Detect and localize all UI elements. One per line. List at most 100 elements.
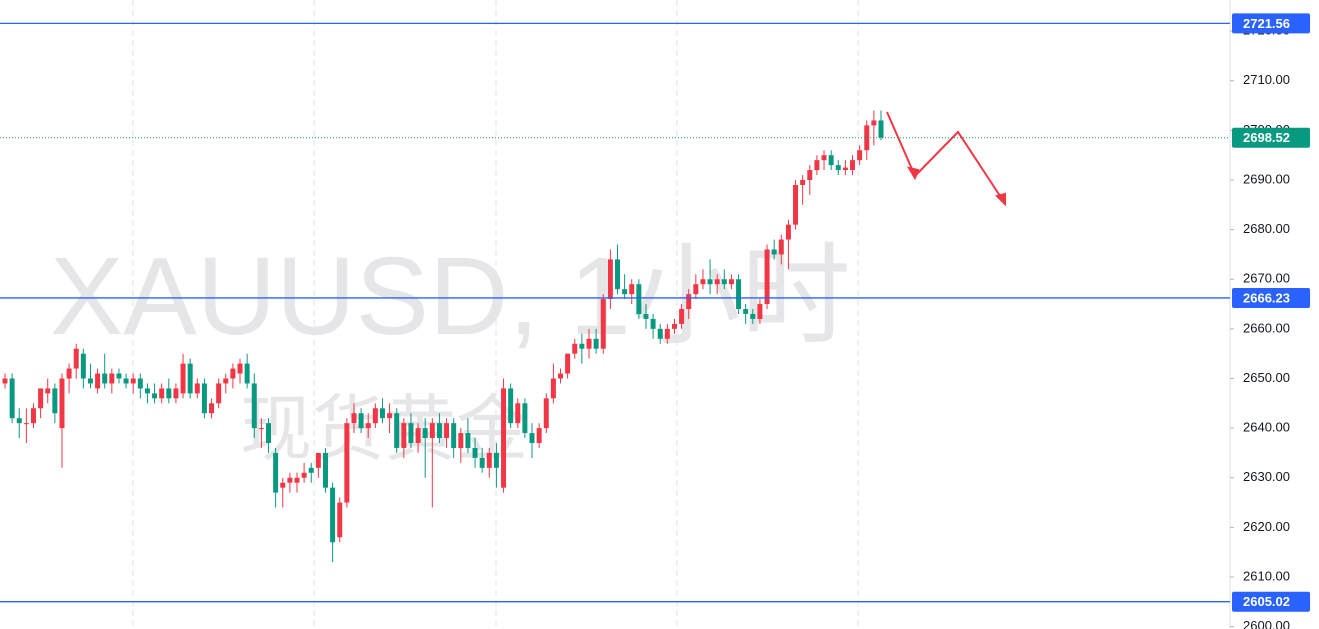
candle-body	[394, 413, 400, 448]
arrow-head	[995, 192, 1006, 207]
candle-body	[144, 388, 150, 394]
candle-body	[294, 477, 300, 483]
candle-body	[472, 447, 478, 458]
candle-body	[707, 279, 713, 285]
candle-body	[508, 388, 514, 424]
candle-body	[187, 363, 193, 394]
candle-body	[87, 378, 93, 384]
candle-body	[173, 388, 179, 399]
candle-body	[871, 120, 877, 126]
candle-body	[657, 328, 663, 339]
candle-body	[337, 502, 343, 538]
candle-body	[565, 353, 571, 374]
candle-body	[223, 378, 229, 384]
candle-body	[614, 259, 620, 290]
candle-body	[230, 368, 236, 379]
candle-body	[686, 294, 692, 310]
candle-body	[9, 378, 15, 419]
candle-body	[550, 378, 556, 399]
level-label: 2721.56	[1243, 16, 1290, 31]
y-tick-label: 2660.00	[1243, 320, 1290, 335]
candle-body	[330, 487, 336, 543]
candle-body	[444, 423, 450, 439]
candle-body	[266, 423, 272, 444]
candle-body	[30, 408, 36, 424]
candle-body	[807, 170, 813, 180]
candle-body	[878, 120, 884, 138]
y-tick-label: 2630.00	[1243, 469, 1290, 484]
candle-body	[864, 125, 870, 151]
y-tick-label: 2680.00	[1243, 221, 1290, 236]
candle-body	[664, 328, 670, 339]
candle-body	[857, 150, 863, 161]
candle-body	[842, 167, 848, 171]
candle-body	[315, 452, 321, 468]
candle-body	[422, 428, 428, 439]
candle-body	[415, 428, 421, 444]
candle-body	[23, 423, 29, 425]
candle-body	[344, 423, 350, 503]
candle-body	[778, 239, 784, 255]
candle-body	[451, 423, 457, 448]
candle-body	[102, 373, 108, 384]
candle-body	[835, 165, 841, 171]
level-tag	[1232, 13, 1310, 34]
candle-body	[273, 452, 279, 493]
candle-body	[458, 433, 464, 448]
candle-body	[216, 383, 222, 404]
candle-body	[287, 477, 293, 483]
candle-body	[166, 388, 172, 399]
candle-body	[814, 160, 820, 171]
candle-body	[180, 363, 186, 394]
candle-body	[629, 284, 635, 295]
candle-body	[322, 452, 328, 488]
time-grid	[132, 0, 859, 629]
candle-body	[643, 313, 649, 319]
candle-body	[736, 279, 742, 310]
y-tick-label: 2710.00	[1243, 72, 1290, 87]
candle-body	[728, 279, 734, 285]
y-tick-label: 2650.00	[1243, 370, 1290, 385]
candle-body	[109, 373, 115, 384]
candle-body	[579, 343, 585, 349]
candle-body	[650, 318, 656, 329]
candle-body	[45, 388, 51, 394]
candle-body	[244, 363, 250, 384]
y-tick-label: 2640.00	[1243, 420, 1290, 435]
candle-body	[679, 309, 685, 324]
candle-body	[308, 467, 314, 473]
candle-body	[137, 378, 143, 389]
arrow-head	[906, 166, 920, 181]
candle-body	[821, 155, 827, 161]
candle-body	[636, 284, 642, 314]
candle-body	[209, 403, 215, 414]
candle-body	[515, 403, 521, 424]
y-tick-label: 2690.00	[1243, 171, 1290, 186]
candle-body	[828, 155, 834, 166]
candle-body	[600, 299, 606, 349]
y-tick-label: 2610.00	[1243, 568, 1290, 583]
arrow-path	[886, 111, 1005, 203]
level-label: 2605.02	[1243, 594, 1290, 609]
candle-body	[194, 383, 200, 394]
candle-body	[351, 413, 357, 424]
candle-body	[764, 249, 770, 305]
candle-body	[771, 249, 777, 255]
candle-body	[572, 343, 578, 354]
candle-body	[130, 378, 136, 384]
y-tick-label: 2620.00	[1243, 519, 1290, 534]
candle-body	[52, 388, 58, 414]
y-tick-label: 2600.00	[1243, 618, 1290, 629]
watermark-symbol: XAUUSD, 1小时	[50, 235, 851, 358]
candle-body	[750, 313, 756, 319]
candle-body	[237, 363, 243, 374]
candle-body	[700, 279, 706, 285]
candle-body	[714, 279, 720, 285]
candle-body	[258, 428, 264, 430]
candle-body	[721, 279, 727, 285]
candle-body	[38, 388, 44, 409]
candle-body	[80, 353, 86, 379]
last-price-tag	[1232, 127, 1310, 148]
candle-body	[793, 184, 799, 225]
